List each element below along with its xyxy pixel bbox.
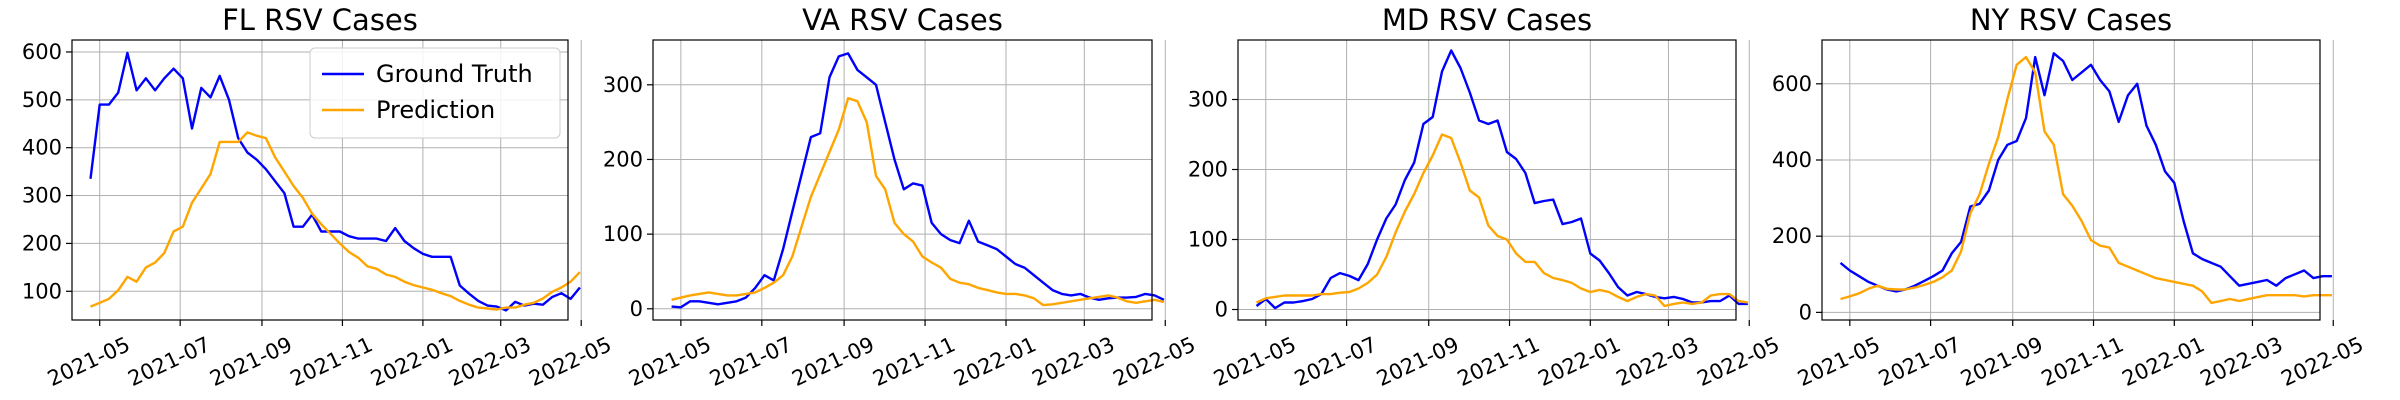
x-tick-label: 2021-07	[1291, 332, 1381, 391]
x-tick-label: 2021-11	[2038, 332, 2128, 391]
x-tick-label: 2021-09	[1957, 332, 2047, 391]
plot-frame	[1237, 39, 1737, 321]
chart-panel-2: VA RSV Cases 2021-052021-072021-092021-11…	[603, 3, 1199, 391]
y-tick-label: 600	[22, 40, 62, 64]
x-tick-label: 2022-05	[1109, 332, 1199, 391]
plot-frame	[71, 39, 569, 321]
x-tick-label: 2021-05	[44, 332, 134, 391]
series-line-ground-truth	[89, 51, 581, 312]
y-tick-label: 300	[603, 73, 643, 97]
y-tick-label: 0	[1215, 298, 1228, 322]
x-tick-label: 2022-05	[2277, 332, 2367, 391]
x-tick-label: 2022-01	[1535, 332, 1625, 391]
x-tick-label: 2022-03	[445, 332, 535, 391]
series-line-ground-truth	[1255, 49, 1748, 310]
legend-label: Prediction	[376, 96, 495, 124]
series-line-prediction	[671, 96, 1165, 307]
series-line-prediction	[1256, 133, 1749, 308]
x-tick-label: 2021-11	[287, 332, 377, 391]
x-tick-label: 2022-03	[1029, 332, 1119, 391]
y-tick-label: 500	[22, 88, 62, 112]
chart-panel-1: FL RSV Cases 2021-052021-072021-092021-11…	[22, 3, 615, 391]
x-tick-label: 2022-05	[525, 332, 615, 391]
plot-frame	[652, 39, 1153, 321]
x-tick-label: 2021-11	[1454, 332, 1544, 391]
x-tick-label: 2022-01	[2119, 332, 2209, 391]
x-tick-label: 2021-09	[1373, 332, 1463, 391]
x-tick-label: 2021-07	[124, 332, 214, 391]
y-tick-label: 100	[603, 222, 643, 246]
x-tick-label: 2021-05	[1210, 332, 1300, 391]
chart-title: MD RSV Cases	[1382, 3, 1592, 37]
y-tick-label: 200	[1772, 224, 1812, 248]
x-tick-label: 2022-03	[2197, 332, 2287, 391]
y-tick-label: 100	[1188, 228, 1228, 252]
y-tick-label: 0	[630, 297, 643, 321]
x-tick-label: 2021-07	[706, 332, 796, 391]
x-tick-label: 2022-03	[1613, 332, 1703, 391]
series-line-prediction	[1840, 55, 2332, 305]
series-line-prediction	[90, 131, 581, 311]
y-tick-label: 600	[1772, 72, 1812, 96]
y-tick-label: 200	[603, 147, 643, 171]
chart-title: VA RSV Cases	[802, 3, 1003, 37]
series-line-ground-truth	[1839, 52, 2332, 293]
x-tick-label: 2022-01	[950, 332, 1040, 391]
x-tick-label: 2022-01	[367, 332, 457, 391]
x-tick-label: 2022-05	[1693, 332, 1783, 391]
y-tick-label: 400	[1772, 148, 1812, 172]
legend: Ground Truth Prediction	[309, 47, 561, 139]
legend-box	[309, 47, 561, 139]
chart-panel-4: NY RSV Cases 2021-052021-072021-092021-11…	[1772, 3, 2367, 391]
x-tick-label: 2021-09	[206, 332, 296, 391]
y-tick-label: 300	[1188, 88, 1228, 112]
legend-label: Ground Truth	[376, 60, 533, 88]
x-tick-label: 2021-09	[788, 332, 878, 391]
y-tick-label: 400	[22, 136, 62, 160]
y-tick-label: 0	[1799, 300, 1812, 324]
x-tick-label: 2021-07	[1875, 332, 1965, 391]
y-tick-label: 200	[22, 231, 62, 255]
x-tick-label: 2021-11	[869, 332, 959, 391]
plot-frame	[1821, 39, 2321, 321]
x-tick-label: 2021-05	[1794, 332, 1884, 391]
y-tick-label: 200	[1188, 158, 1228, 182]
chart-panel-3: MD RSV Cases 2021-052021-072021-092021-11…	[1188, 3, 1783, 391]
series-line-ground-truth	[671, 52, 1165, 309]
x-tick-label: 2021-05	[625, 332, 715, 391]
chart-title: NY RSV Cases	[1970, 3, 2172, 37]
chart-title: FL RSV Cases	[222, 3, 418, 37]
y-tick-label: 100	[22, 279, 62, 303]
y-tick-label: 300	[22, 184, 62, 208]
